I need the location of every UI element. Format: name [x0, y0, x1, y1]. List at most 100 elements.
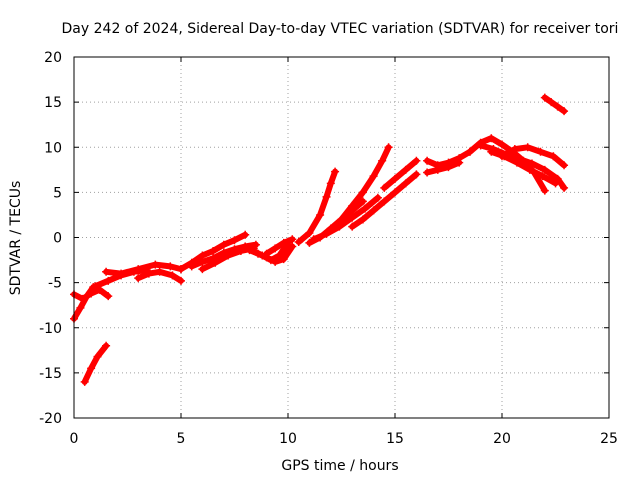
y-tick-labels: -20 -15 -10 -5 0 5 10 15 20 — [39, 50, 62, 427]
y-tick-label: 5 — [53, 185, 62, 201]
data-point — [279, 238, 288, 247]
data-point — [378, 156, 387, 165]
series-track-6 — [134, 267, 185, 285]
data-point — [433, 165, 442, 174]
data-point — [369, 172, 378, 181]
data-point — [241, 230, 250, 239]
data-point — [80, 377, 89, 386]
chart-title: Day 242 of 2024, Sidereal Day-to-day VTE… — [62, 21, 619, 37]
data-point — [348, 213, 357, 222]
data-point — [540, 165, 549, 174]
x-tick-label: 5 — [177, 431, 186, 447]
data-point — [236, 247, 245, 256]
data-point — [326, 179, 335, 188]
series-track-20 — [423, 158, 464, 177]
data-point — [510, 145, 519, 154]
x-tick-labels: 0 5 10 15 20 25 — [70, 431, 618, 447]
data-point — [134, 274, 143, 283]
series-track-25 — [540, 93, 569, 116]
data-point — [102, 267, 111, 276]
series-line — [424, 159, 463, 176]
series-line — [541, 94, 568, 115]
data-point — [525, 165, 534, 174]
data-point — [476, 141, 485, 150]
x-tick-label: 25 — [600, 431, 618, 447]
data-point — [358, 197, 367, 206]
data-point — [211, 258, 220, 267]
data-point — [549, 152, 558, 161]
data-point — [444, 163, 453, 172]
data-point — [254, 249, 263, 258]
data-point — [423, 156, 432, 165]
x-tick-label: 10 — [279, 431, 297, 447]
data-point — [391, 174, 399, 183]
data-point — [560, 161, 569, 170]
series-track-23 — [498, 143, 569, 170]
data-point — [455, 158, 464, 167]
y-tick-label: 0 — [53, 231, 62, 247]
data-point — [348, 201, 357, 210]
data-point — [538, 172, 547, 181]
data-point — [198, 265, 207, 274]
series-track-22 — [476, 141, 569, 192]
data-point — [487, 134, 496, 143]
data-point — [423, 168, 432, 177]
data-point — [177, 276, 185, 285]
data-point — [279, 255, 288, 264]
data-point — [401, 165, 410, 174]
data-series — [70, 93, 569, 386]
data-point — [540, 186, 549, 195]
data-point — [198, 257, 207, 266]
x-tick-label: 0 — [70, 431, 79, 447]
series-track-12 — [262, 235, 297, 258]
data-point — [262, 249, 271, 258]
data-point — [369, 206, 378, 215]
series-line — [338, 144, 392, 223]
data-point — [271, 244, 280, 253]
x-tick-label: 20 — [493, 431, 511, 447]
series-track-3 — [80, 341, 111, 386]
data-point — [309, 235, 318, 244]
data-point — [155, 267, 164, 276]
data-point — [151, 260, 160, 269]
data-point — [401, 179, 410, 188]
series-track-24 — [487, 147, 560, 188]
data-point — [87, 364, 96, 373]
y-tick-label: 10 — [44, 140, 62, 156]
series-line — [71, 284, 97, 322]
data-point — [305, 228, 314, 237]
data-point — [134, 265, 143, 274]
data-point — [245, 246, 254, 255]
data-point — [487, 147, 496, 156]
data-point — [230, 236, 239, 245]
series-track-17 — [348, 170, 421, 231]
data-point — [316, 210, 325, 219]
axis-ticks — [73, 56, 610, 419]
data-point — [168, 271, 177, 280]
data-point — [560, 107, 569, 116]
data-point — [361, 204, 370, 213]
data-point — [82, 292, 91, 301]
y-tick-label: 20 — [44, 50, 62, 66]
grid-lines — [74, 57, 609, 418]
data-point — [512, 158, 521, 167]
data-point — [288, 235, 297, 244]
data-point — [104, 292, 113, 301]
data-point — [523, 143, 532, 152]
data-point — [551, 179, 560, 188]
y-tick-label: -20 — [39, 411, 62, 427]
data-point — [373, 193, 382, 202]
y-axis-label: SDTVAR / TECUs — [8, 181, 24, 296]
data-point — [553, 102, 562, 111]
data-point — [527, 159, 536, 168]
data-point — [144, 269, 153, 278]
data-point — [380, 183, 389, 192]
data-point — [348, 222, 357, 231]
data-point — [465, 147, 474, 156]
series-track-16 — [337, 143, 393, 224]
x-tick-label: 15 — [386, 431, 404, 447]
data-point — [380, 197, 389, 206]
data-point — [322, 229, 331, 238]
data-point — [166, 262, 175, 271]
